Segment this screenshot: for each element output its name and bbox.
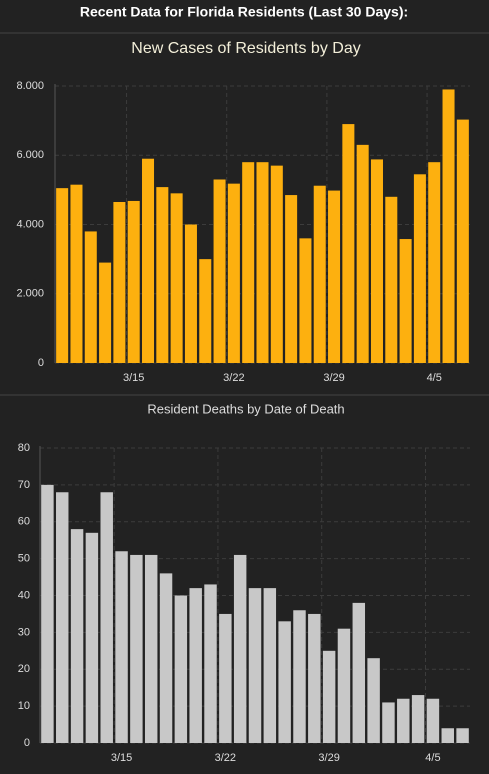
- y-tick-label: 70: [18, 479, 30, 491]
- x-tick-label: 3/15: [111, 752, 132, 764]
- bar: [130, 554, 143, 743]
- bar: [337, 628, 351, 743]
- y-tick-label: 0: [24, 737, 30, 749]
- bar: [70, 529, 84, 743]
- bar: [213, 179, 226, 363]
- y-tick-label: 50: [18, 553, 30, 565]
- x-tick-label: 3/29: [318, 752, 339, 764]
- bar: [456, 728, 469, 743]
- bar: [356, 144, 369, 363]
- bar: [56, 188, 69, 363]
- bar: [308, 613, 321, 743]
- bar: [85, 532, 99, 743]
- y-tick-label: 20: [18, 663, 30, 675]
- bar: [411, 695, 425, 743]
- header-title: Recent Data for Florida Residents (Last …: [80, 4, 408, 20]
- bar: [174, 595, 188, 743]
- x-tick-label: 4/5: [427, 372, 442, 384]
- bar: [263, 588, 277, 743]
- bar: [184, 224, 197, 363]
- bar: [100, 492, 113, 743]
- bar: [426, 698, 440, 743]
- bar: [142, 158, 155, 363]
- bar: [233, 554, 247, 743]
- bar: [170, 193, 183, 363]
- bar: [70, 184, 83, 363]
- bar: [199, 259, 212, 363]
- bar: [428, 162, 441, 363]
- bar: [370, 159, 383, 363]
- y-tick-label: 0: [38, 357, 44, 369]
- bar: [144, 554, 158, 743]
- x-tick-label: 4/5: [425, 752, 440, 764]
- bar: [313, 185, 326, 363]
- bar: [278, 621, 291, 743]
- y-tick-label: 10: [18, 700, 30, 712]
- bar: [256, 162, 269, 363]
- y-tick-label: 2.000: [16, 288, 44, 300]
- y-tick-label: 6.000: [16, 149, 44, 161]
- bar: [227, 183, 240, 363]
- bar: [382, 702, 395, 743]
- bar: [397, 698, 410, 743]
- y-tick-label: 8.000: [16, 80, 44, 92]
- bar: [385, 196, 398, 363]
- chart-title: New Cases of Residents by Day: [131, 40, 360, 57]
- y-tick-label: 30: [18, 626, 30, 638]
- y-tick-label: 80: [18, 442, 30, 454]
- bar: [99, 262, 112, 363]
- bar: [219, 613, 232, 743]
- x-tick-label: 3/22: [215, 752, 236, 764]
- bar: [41, 484, 54, 743]
- chart-title: Resident Deaths by Date of Death: [147, 401, 344, 416]
- bar: [242, 162, 255, 363]
- bar: [127, 200, 140, 363]
- y-tick-label: 4.000: [16, 218, 44, 230]
- y-tick-label: 40: [18, 589, 30, 601]
- bar: [156, 187, 169, 363]
- bar: [322, 650, 336, 743]
- bar: [328, 190, 341, 363]
- bar: [115, 551, 128, 743]
- bar: [299, 238, 312, 363]
- bar: [399, 239, 412, 363]
- bar: [413, 174, 426, 363]
- bar: [159, 573, 173, 743]
- bar: [367, 658, 380, 743]
- bar: [293, 610, 306, 743]
- bar: [189, 588, 202, 743]
- bar: [84, 231, 97, 363]
- bar: [352, 602, 366, 743]
- x-tick-label: 3/22: [223, 372, 244, 384]
- bar: [285, 195, 298, 363]
- bar: [270, 165, 283, 363]
- x-tick-label: 3/29: [323, 372, 344, 384]
- bar: [56, 492, 69, 743]
- x-tick-label: 3/15: [123, 372, 144, 384]
- y-tick-label: 60: [18, 516, 30, 528]
- bar: [342, 124, 355, 364]
- bar: [113, 201, 126, 363]
- bar: [456, 119, 469, 364]
- bar: [441, 728, 454, 743]
- bar: [204, 584, 217, 743]
- bar: [248, 588, 262, 743]
- bar: [442, 89, 455, 364]
